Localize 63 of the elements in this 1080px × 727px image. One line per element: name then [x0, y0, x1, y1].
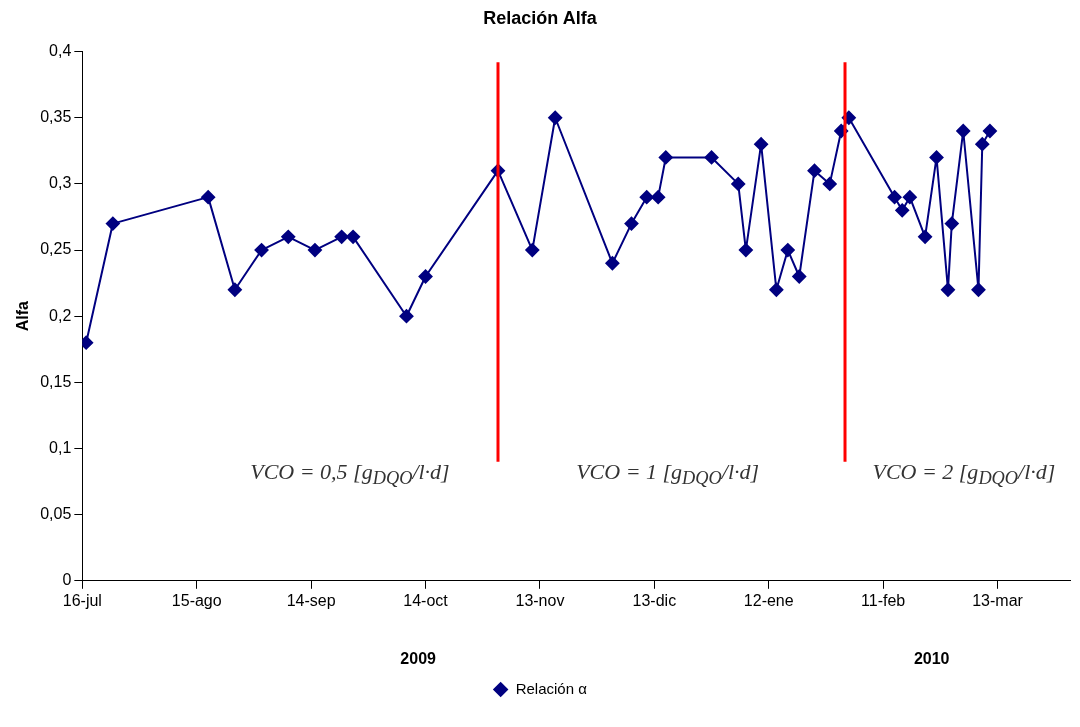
y-tick-label: 0,3 [49, 174, 72, 192]
x-tick-label: 13-nov [515, 591, 565, 609]
point [639, 190, 654, 205]
text: 2009 [400, 649, 436, 668]
x-tick-label: 13-dic [632, 591, 677, 609]
x-tick-label: 13-mar [972, 591, 1024, 609]
point [792, 269, 807, 284]
point [975, 137, 990, 152]
point [754, 137, 769, 152]
point [822, 176, 837, 191]
x-tick-label: 12-ene [743, 591, 794, 609]
y-tick-label: 0,2 [49, 306, 72, 324]
point [605, 256, 620, 271]
point [254, 243, 269, 258]
x-tick-label: 11-feb [861, 591, 906, 609]
chart-title: Relación Alfa [483, 7, 598, 28]
point [738, 243, 753, 258]
annotation: VCO = 0,5 [g$_{DQO}$/l·d] [250, 459, 450, 490]
point [769, 282, 784, 297]
x-tick-label: 16-jul [62, 591, 102, 609]
point [944, 216, 959, 231]
point [956, 123, 971, 138]
point [201, 190, 216, 205]
point [624, 216, 639, 231]
y-tick-label: 0,25 [40, 240, 72, 258]
point [887, 190, 902, 205]
point [334, 229, 349, 244]
point [902, 190, 917, 205]
point [929, 150, 944, 165]
point [525, 243, 540, 258]
point [918, 229, 933, 244]
point [346, 229, 361, 244]
point [895, 203, 910, 218]
point [281, 229, 296, 244]
legend-label: Relación α [515, 679, 588, 697]
point [105, 216, 120, 231]
point [971, 282, 986, 297]
y-tick-label: 0,1 [49, 438, 72, 456]
annotation: VCO = 1 [g$_{DQO}$/l·d] [576, 459, 760, 490]
point [307, 243, 322, 258]
x-tick-label: 15-ago [171, 591, 222, 609]
point [227, 282, 242, 297]
annotation: VCO = 2 [g$_{DQO}$/l·d] [872, 459, 1056, 490]
point [548, 110, 563, 125]
point [651, 190, 666, 205]
x-tick-label: 14-oct [403, 591, 449, 609]
y-tick-label: 0,35 [40, 108, 72, 126]
point [940, 282, 955, 297]
y-tick-label: 0,4 [49, 42, 72, 60]
point [807, 163, 822, 178]
y-tick-label: 0,15 [40, 372, 72, 390]
point [418, 269, 433, 284]
y-tick-label: 0 [62, 571, 72, 589]
y-tick-label: 0,05 [40, 505, 72, 523]
point [780, 243, 795, 258]
point [704, 150, 719, 165]
point [658, 150, 673, 165]
point [731, 176, 746, 191]
point [982, 123, 997, 138]
y-axis-title: Alfa [14, 300, 32, 332]
point [399, 309, 414, 324]
text: 2010 [913, 649, 950, 668]
x-tick-label: 14-sep [286, 591, 336, 609]
